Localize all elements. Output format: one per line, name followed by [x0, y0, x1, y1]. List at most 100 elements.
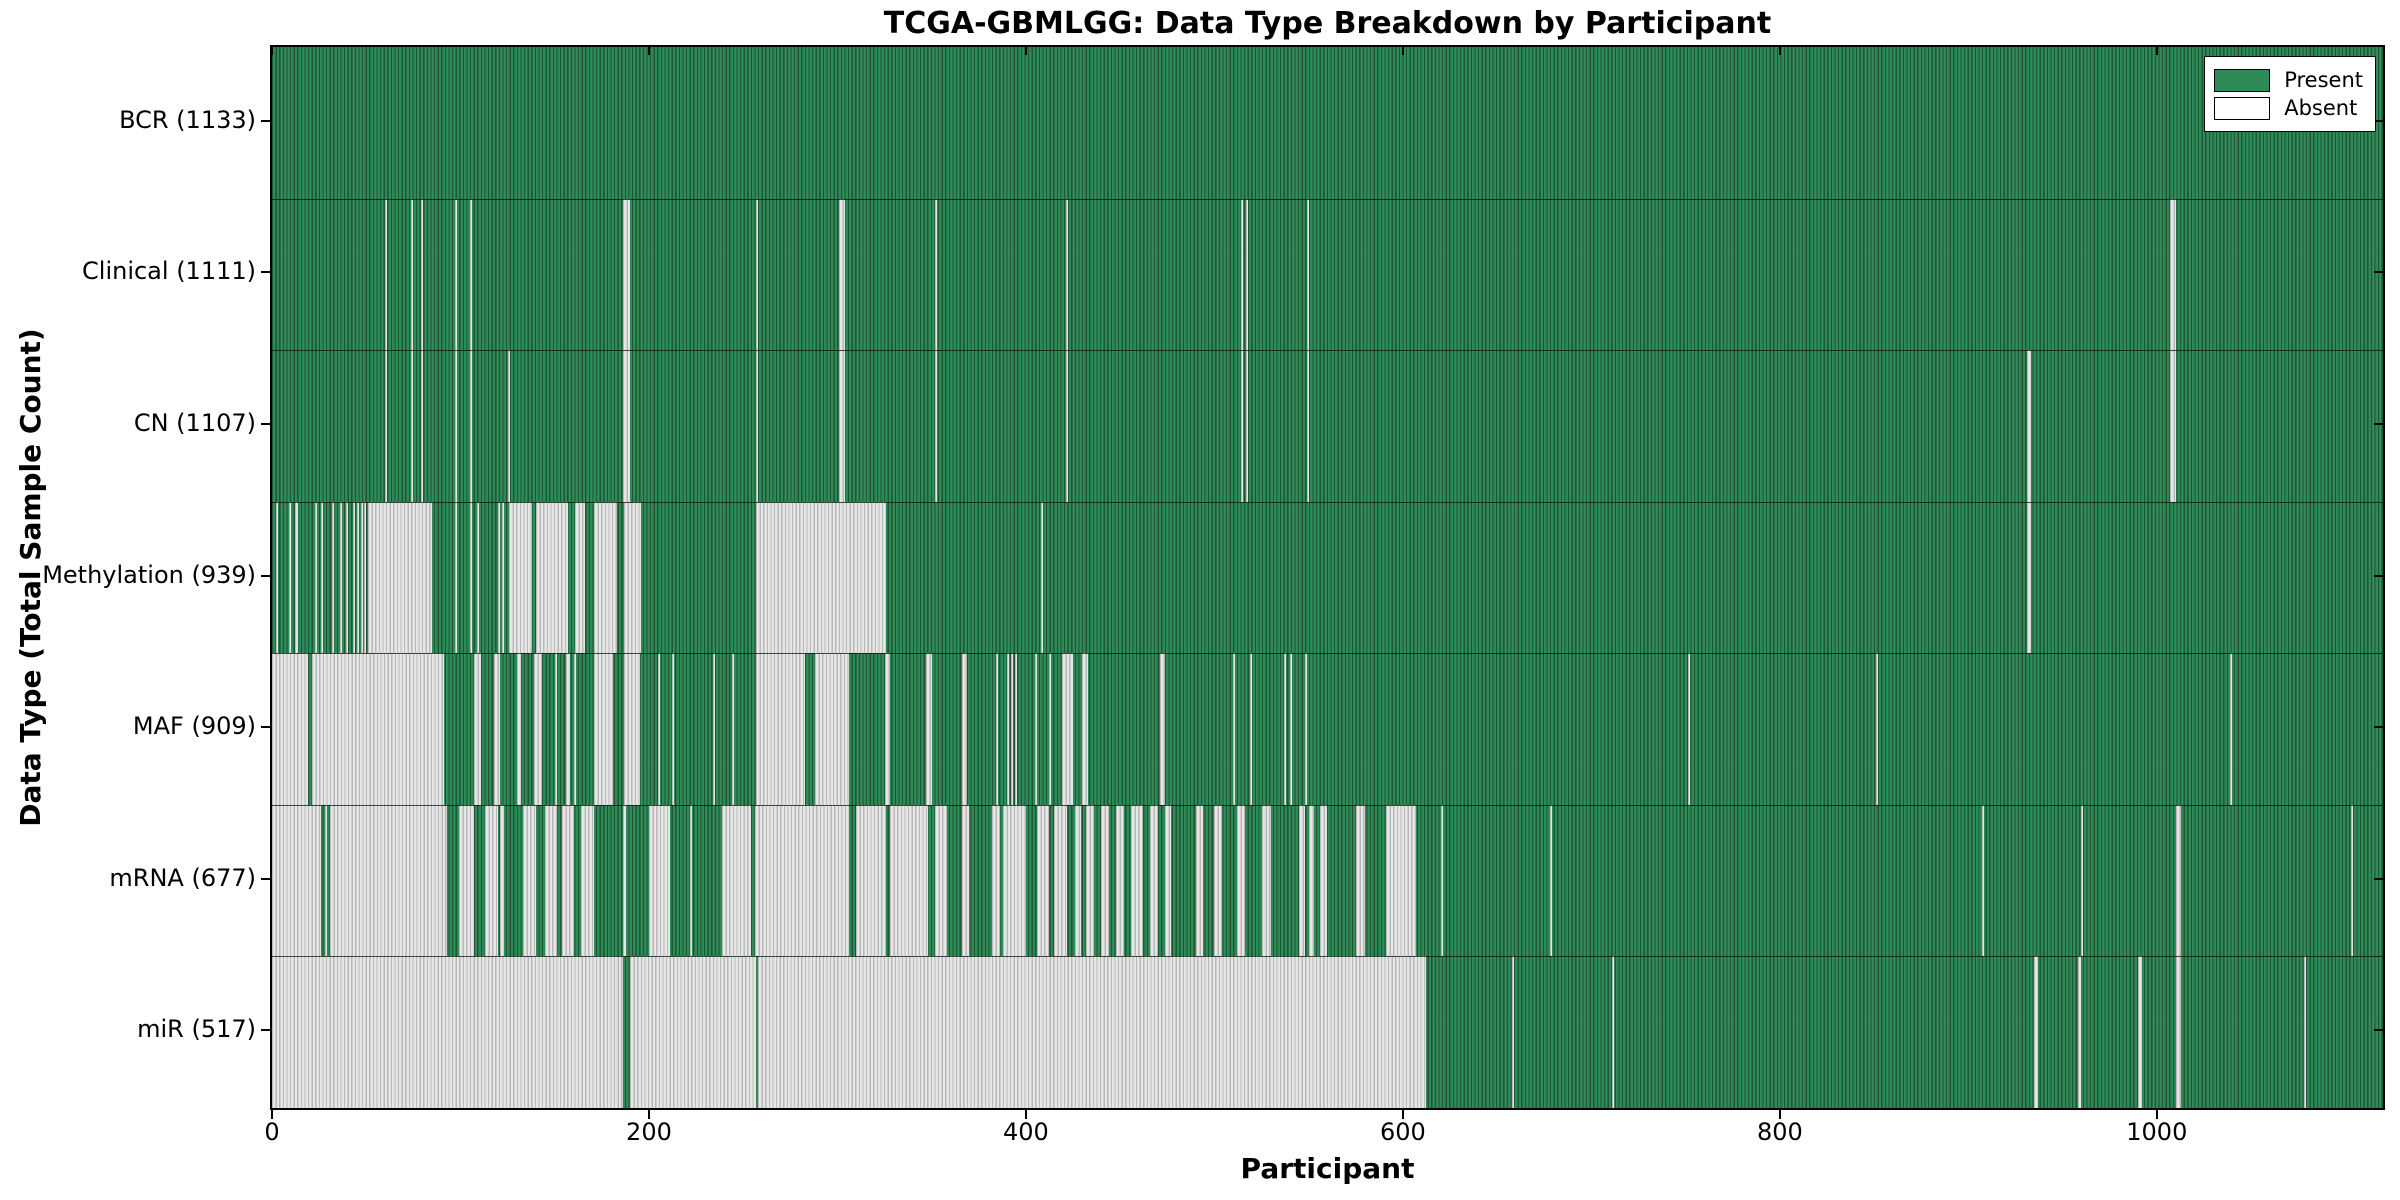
x-tick-label: 1000 — [2126, 1118, 2188, 1146]
y-tick-label-maf: MAF (909) — [132, 712, 256, 741]
absent-segment — [890, 804, 928, 957]
absent-segment — [501, 501, 504, 654]
legend-item-present: Present — [2214, 68, 2363, 92]
row-band-mrna — [272, 804, 2383, 957]
y-tick-mark — [2374, 1029, 2383, 1032]
absent-segment — [594, 653, 614, 805]
absent-segment — [575, 501, 585, 654]
absent-segment — [360, 501, 363, 654]
x-tick-label: 600 — [1379, 1118, 1426, 1146]
absent-segment — [1319, 804, 1328, 957]
row-divider — [272, 804, 2383, 806]
x-tick-mark — [271, 47, 273, 55]
absent-segment — [2077, 956, 2082, 1108]
absent-segment — [332, 501, 335, 654]
y-tick-mark — [2374, 422, 2383, 425]
absent-segment — [1065, 198, 1068, 351]
absent-segment — [1612, 956, 1615, 1108]
absent-segment — [856, 804, 887, 957]
absent-segment — [1041, 501, 1043, 654]
absent-segment — [2175, 956, 2182, 1108]
absent-segment — [935, 804, 947, 957]
x-tick-mark — [1024, 1110, 1027, 1119]
y-tick-mark — [261, 119, 270, 122]
y-tick-label-methylation: Methylation (939) — [42, 560, 256, 589]
absent-segment — [624, 653, 640, 805]
absent-segment — [1304, 653, 1307, 805]
absent-segment — [477, 501, 480, 654]
absent-segment — [315, 501, 318, 654]
absent-segment — [1037, 804, 1049, 957]
absent-segment — [1549, 804, 1552, 957]
x-tick-mark — [1024, 47, 1027, 55]
absent-segment — [1233, 653, 1236, 805]
absent-segment — [594, 501, 617, 654]
absent-segment — [671, 653, 674, 805]
absent-segment — [473, 653, 482, 805]
absent-segment — [469, 350, 472, 502]
absent-segment — [1054, 804, 1068, 957]
absent-segment — [758, 956, 1426, 1108]
absent-segment — [507, 350, 510, 502]
absent-segment — [1195, 804, 1204, 957]
absent-segment — [345, 501, 348, 654]
absent-segment — [324, 804, 327, 957]
y-tick-mark — [261, 877, 270, 880]
absent-segment — [420, 198, 423, 351]
x-tick-mark — [1401, 47, 1404, 55]
absent-segment — [961, 804, 970, 957]
absent-segment — [1237, 804, 1245, 957]
row-divider — [272, 956, 2383, 958]
legend-item-absent: Absent — [2214, 96, 2363, 120]
absent-segment — [454, 501, 457, 654]
absent-segment — [1512, 956, 1515, 1108]
absent-segment — [535, 501, 568, 654]
absent-segment — [509, 501, 533, 654]
absent-segment — [1687, 653, 1690, 805]
absent-segment — [995, 653, 998, 805]
row-band-clinical — [272, 198, 2383, 351]
y-tick-label-cn: CN (1107) — [133, 408, 256, 437]
legend-swatch-absent — [2214, 96, 2271, 120]
absent-segment — [533, 653, 542, 805]
absent-segment — [517, 653, 521, 805]
absent-segment — [411, 198, 414, 351]
absent-segment — [1007, 653, 1010, 805]
absent-segment — [1440, 804, 1443, 957]
absent-segment — [2137, 956, 2142, 1108]
row-band-methylation — [272, 501, 2383, 654]
absent-segment — [754, 804, 849, 957]
absent-segment — [330, 804, 448, 957]
absent-segment — [1150, 804, 1158, 957]
x-tick-mark — [2155, 1110, 2158, 1119]
absent-segment — [2026, 350, 2031, 502]
absent-segment — [272, 653, 308, 805]
absent-segment — [961, 653, 968, 805]
x-tick-mark — [2155, 47, 2158, 55]
absent-segment — [311, 653, 444, 805]
absent-segment — [658, 653, 661, 805]
absent-segment — [1385, 804, 1417, 957]
absent-segment — [1240, 350, 1243, 502]
absent-segment — [756, 501, 887, 654]
row-band-maf — [272, 653, 2383, 805]
absent-segment — [420, 350, 423, 502]
absent-segment — [554, 653, 557, 805]
absent-segment — [622, 804, 627, 957]
y-tick-mark — [261, 422, 270, 425]
y-tick-label-mir: miR (517) — [137, 1015, 256, 1044]
absent-segment — [500, 804, 504, 957]
y-tick-mark — [2374, 726, 2383, 729]
absent-segment — [1289, 653, 1292, 805]
absent-segment — [1065, 350, 1068, 502]
absent-segment — [1240, 198, 1243, 351]
row-band-bcr — [272, 47, 2383, 199]
absent-segment — [935, 350, 938, 502]
x-tick-mark — [1401, 1110, 1404, 1119]
x-tick-label: 400 — [1003, 1118, 1049, 1146]
y-tick-label-bcr: BCR (1133) — [119, 105, 256, 134]
absent-segment — [1101, 804, 1109, 957]
absent-segment — [469, 198, 472, 351]
absent-segment — [756, 198, 759, 351]
